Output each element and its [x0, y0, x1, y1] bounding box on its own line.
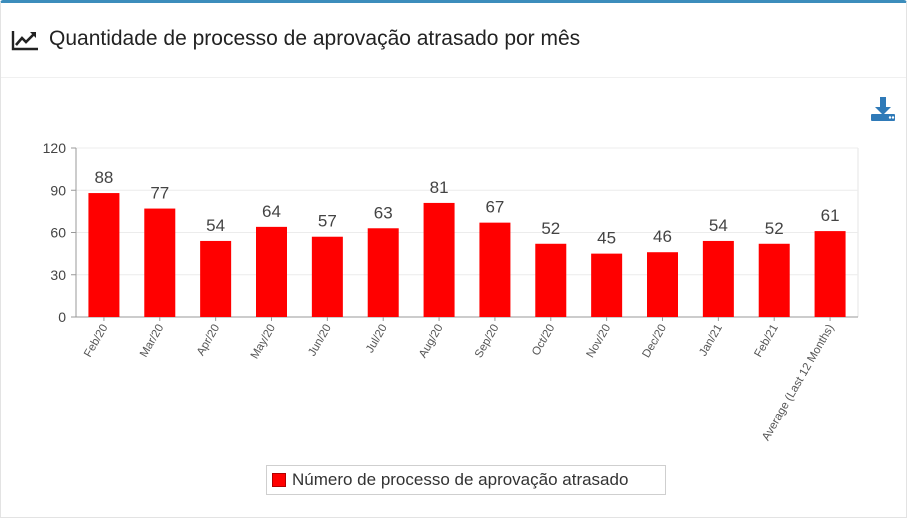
x-tick-label: Jul/20 — [364, 323, 390, 356]
bar-value-label: 45 — [597, 229, 616, 248]
bar-value-label: 46 — [653, 227, 672, 246]
bar-value-label: 57 — [318, 212, 337, 231]
bar — [200, 240, 232, 317]
y-tick-label: 30 — [50, 267, 66, 283]
y-tick-label: 0 — [58, 309, 66, 325]
bar — [647, 252, 678, 317]
bar — [423, 202, 455, 317]
bar — [758, 243, 790, 317]
y-tick-label: 60 — [50, 225, 66, 241]
x-tick-label: Jan/21 — [697, 323, 725, 359]
x-tick-label: Nov/20 — [585, 323, 614, 361]
bar-value-label: 52 — [541, 219, 560, 238]
x-tick-label: Feb/20 — [82, 323, 110, 360]
y-tick-label: 120 — [43, 140, 67, 156]
bar-value-label: 54 — [206, 216, 225, 235]
bar — [367, 228, 399, 317]
bar-value-label: 67 — [485, 198, 504, 217]
bar — [88, 193, 120, 317]
bar — [591, 253, 623, 317]
bar-value-label: 64 — [262, 202, 281, 221]
legend-swatch — [272, 473, 286, 487]
x-tick-label: May/20 — [249, 323, 278, 362]
bar — [256, 226, 287, 317]
bar-value-label: 52 — [765, 219, 784, 238]
bar-value-label: 81 — [430, 178, 449, 197]
bar — [702, 240, 734, 317]
y-tick-label: 90 — [50, 182, 66, 198]
bar — [814, 231, 846, 317]
bar-value-label: 63 — [374, 203, 393, 222]
legend-label: Número de processo de aprovação atrasado — [292, 470, 629, 489]
x-tick-label: Oct/20 — [530, 323, 557, 358]
bar-value-label: 61 — [821, 206, 840, 225]
bar — [479, 222, 511, 317]
x-tick-label: Apr/20 — [195, 323, 222, 358]
bar-value-label: 77 — [150, 184, 169, 203]
bar-value-label: 88 — [94, 168, 113, 187]
x-tick-label: Aug/20 — [417, 323, 446, 361]
download-icon[interactable] — [870, 96, 896, 122]
bar-value-label: 54 — [709, 216, 728, 235]
bar — [535, 243, 567, 317]
x-tick-label: Feb/21 — [753, 323, 781, 360]
bar-chart: 0 30 60 90 120 88 Feb/20 77 Mar/20 54 Apr/20 64 May/… — [43, 140, 859, 443]
line-chart-icon — [11, 31, 38, 51]
x-tick-label: Mar/20 — [138, 323, 166, 360]
x-tick-label: Dec/20 — [640, 323, 669, 361]
bar — [144, 208, 176, 317]
x-tick-label: Jun/20 — [306, 323, 334, 359]
chart-legend[interactable]: Número de processo de aprovação atrasado — [266, 465, 666, 495]
x-tick-label: Sep/20 — [473, 323, 502, 361]
page-title: Quantidade de processo de aprovação atra… — [49, 27, 581, 50]
card-header: Quantidade de processo de aprovação atra… — [1, 3, 906, 78]
bar — [311, 236, 343, 317]
